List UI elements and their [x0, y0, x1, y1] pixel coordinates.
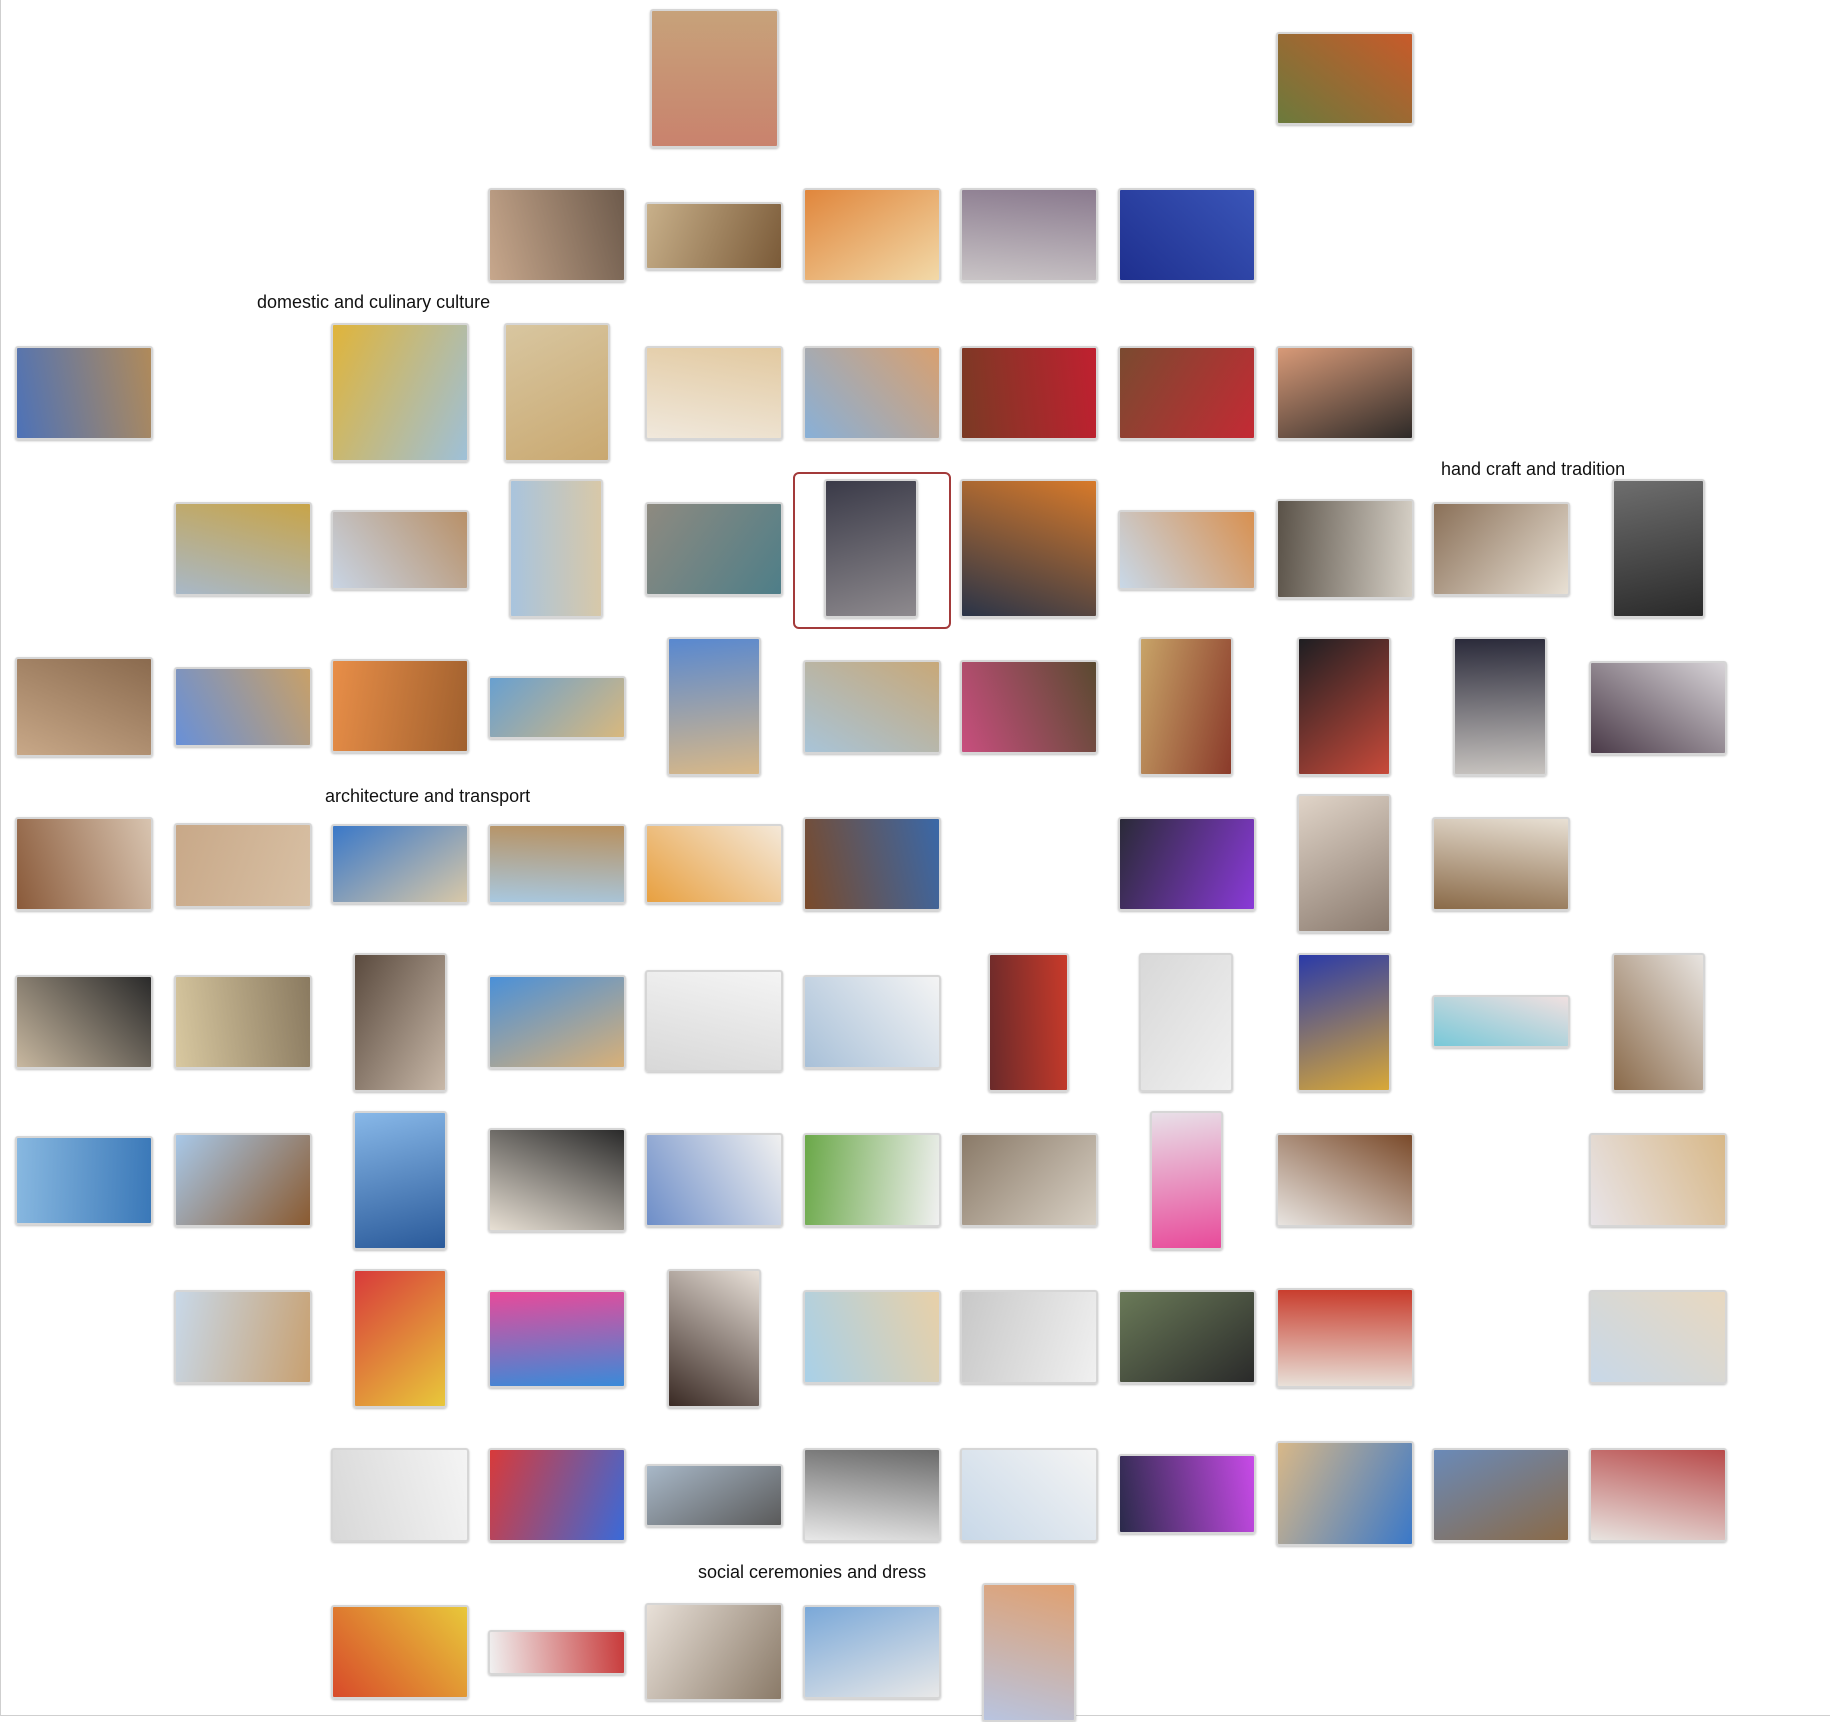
thumbnail-camels-sky[interactable]: [15, 346, 153, 440]
thumbnail-cane-doorway[interactable]: [1297, 794, 1391, 933]
thumbnail-bride-gold-mask[interactable]: [960, 479, 1098, 618]
thumbnail-child-with-falcon[interactable]: [645, 346, 783, 440]
thumbnail-dune-walker[interactable]: [982, 1583, 1076, 1722]
thumbnail-fort-palms[interactable]: [488, 824, 626, 904]
thumbnail-rope-hands[interactable]: [1276, 1133, 1414, 1227]
thumbnail-woman-weaving-rope[interactable]: [1453, 637, 1547, 776]
thumbnail-park-dance[interactable]: [803, 1133, 941, 1227]
thumbnail-city-men-white[interactable]: [960, 1448, 1098, 1542]
cluster-label: hand craft and tradition: [1441, 459, 1626, 479]
thumbnail-skyline-dance[interactable]: [803, 1605, 941, 1699]
thumbnail-red-costume[interactable]: [988, 953, 1069, 1092]
thumbnail-girl-dress[interactable]: [1150, 1111, 1223, 1250]
thumbnail-arched-door[interactable]: [15, 657, 153, 757]
thumbnail-coffee-pour[interactable]: [1276, 1288, 1414, 1388]
thumbnail-line-dance[interactable]: [488, 1630, 626, 1675]
thumbnail-men-blue-robes[interactable]: [645, 1133, 783, 1227]
thumbnail-old-man-basket[interactable]: [1432, 502, 1570, 596]
thumbnail-mountain-fort[interactable]: [174, 502, 312, 596]
thumbnail-museum-figures[interactable]: [488, 1128, 626, 1232]
thumbnail-fort-gate[interactable]: [174, 667, 312, 747]
thumbnail-stone-tomb[interactable]: [331, 510, 469, 590]
cluster-label: social ceremonies and dress: [698, 1562, 927, 1582]
thumbnail-fort-sea[interactable]: [488, 676, 626, 739]
thumbnail-woman-black-white[interactable]: [1612, 479, 1705, 618]
thumbnail-frame-weaver[interactable]: [1276, 1441, 1414, 1546]
thumbnail-silver-dallah[interactable]: [353, 953, 447, 1092]
thumbnail-dhow-sunset[interactable]: [174, 975, 312, 1069]
thumbnail-braided-rope[interactable]: [960, 188, 1098, 282]
thumbnail-coffee-dallah[interactable]: [824, 479, 918, 618]
selection-highlight: [793, 472, 951, 629]
thumbnail-dhow-harbor[interactable]: [803, 817, 941, 911]
thumbnail-desert-walk[interactable]: [1589, 1133, 1727, 1227]
thumbnail-date-palm-harvest[interactable]: [1276, 32, 1414, 125]
thumbnail-mud-house[interactable]: [803, 660, 941, 754]
thumbnail-henna-hands-blue[interactable]: [1118, 188, 1256, 282]
thumbnail-falcon-palms[interactable]: [1118, 1290, 1256, 1384]
thumbnail-drummers[interactable]: [960, 1290, 1098, 1384]
thumbnail-henna-loom[interactable]: [1589, 1448, 1727, 1542]
thumbnail-colorful-baskets[interactable]: [960, 660, 1098, 754]
thumbnail-camel-race-crowd[interactable]: [645, 202, 783, 270]
thumbnail-purple-craft[interactable]: [1118, 817, 1256, 911]
thumbnail-falconer-dunes[interactable]: [1118, 510, 1256, 590]
thumbnail-white-tower[interactable]: [509, 479, 603, 618]
thumbnail-woven-baskets[interactable]: [645, 502, 783, 596]
thumbnail-loom-weaving[interactable]: [1276, 499, 1414, 599]
thumbnail-falcon-men[interactable]: [1612, 953, 1705, 1092]
thumbnail-falcon-desert[interactable]: [803, 346, 941, 440]
thumbnail-bw-men[interactable]: [803, 1448, 941, 1542]
thumbnail-bride-blue[interactable]: [1297, 953, 1391, 1092]
thumbnail-dhow-sails[interactable]: [174, 1133, 312, 1227]
thumbnail-dance-street[interactable]: [1139, 953, 1233, 1092]
thumbnail-musician-oud[interactable]: [1139, 637, 1233, 776]
thumbnail-workshop[interactable]: [1432, 1448, 1570, 1542]
thumbnail-hands-oyster[interactable]: [488, 188, 626, 282]
thumbnail-boats-crowd[interactable]: [645, 1464, 783, 1527]
thumbnail-color-strands[interactable]: [1118, 1454, 1256, 1534]
thumbnail-woman-teal[interactable]: [1432, 995, 1570, 1048]
thumbnail-girls-hair-dance[interactable]: [488, 1290, 626, 1388]
thumbnail-camel-track[interactable]: [174, 1290, 312, 1384]
thumbnail-sand-fort-long[interactable]: [174, 823, 312, 908]
thumbnail-girls-red-dress[interactable]: [488, 1448, 626, 1542]
thumbnail-city-dance[interactable]: [645, 970, 783, 1072]
thumbnail-net-weaving-red[interactable]: [960, 346, 1098, 440]
thumbnail-saffron-rice[interactable]: [331, 323, 469, 462]
thumbnail-cannon[interactable]: [15, 975, 153, 1069]
thumbnail-net-weaving-hands[interactable]: [1118, 346, 1256, 440]
thumbnail-falconer-sand[interactable]: [1589, 1290, 1727, 1384]
cluster-label: domestic and culinary culture: [257, 292, 491, 312]
thumbnail-man-tools[interactable]: [1432, 817, 1570, 911]
thumbnail-men-in-white[interactable]: [803, 975, 941, 1069]
thumbnail-father-son-sand[interactable]: [803, 1290, 941, 1384]
thumbnail-weaving-loom[interactable]: [960, 1133, 1098, 1227]
thumbnail-woven-palm-mat[interactable]: [650, 9, 779, 148]
thumbnail-colorful-fabrics[interactable]: [353, 1269, 447, 1408]
thumbnail-woman-purple-weaving[interactable]: [1589, 661, 1727, 755]
thumbnail-tall-fort[interactable]: [667, 637, 761, 776]
thumbnail-stick-dance[interactable]: [645, 1603, 783, 1701]
thumbnail-women-weaving[interactable]: [1276, 346, 1414, 440]
thumbnail-robe-display[interactable]: [667, 1269, 761, 1408]
thumbnail-camel-race-close[interactable]: [15, 817, 153, 911]
thumbnail-wind-tower-blue[interactable]: [331, 824, 469, 904]
thumbnail-men-city[interactable]: [331, 1448, 469, 1542]
thumbnail-tall-dhow[interactable]: [353, 1111, 447, 1250]
thumbnail-boats-sea[interactable]: [15, 1136, 153, 1225]
thumbnail-tea-and-bread[interactable]: [803, 188, 941, 282]
thumbnail-hummus-plate[interactable]: [504, 323, 610, 462]
thumbnail-sand-mosque[interactable]: [488, 975, 626, 1069]
cluster-label: architecture and transport: [325, 786, 531, 806]
thumbnail-fort-sunset[interactable]: [331, 659, 469, 753]
thumbnail-market-dresses[interactable]: [331, 1605, 469, 1699]
thumbnail-dark-weaving[interactable]: [1297, 637, 1391, 776]
thumbnail-flat-bread[interactable]: [645, 824, 783, 904]
